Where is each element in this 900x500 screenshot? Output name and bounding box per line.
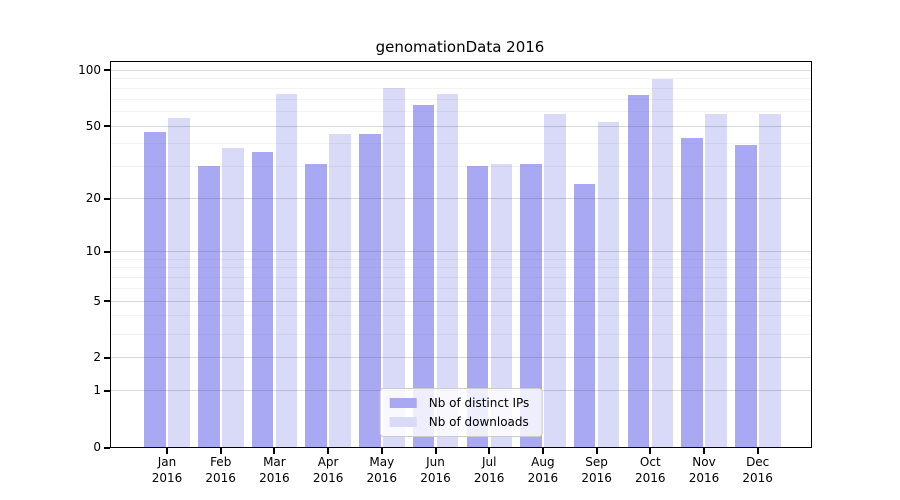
bar-may-downloads (383, 87, 405, 447)
legend-entry-distinct-ips: Nb of distinct IPs (389, 396, 530, 410)
bar-jun-distinct-ips (412, 104, 435, 447)
y-tick-label-0: 0 (93, 440, 101, 454)
plot-area: Nb of distinct IPs Nb of downloads 0 1 2 5 1… (78, 61, 812, 485)
x-tick-mark-sep (595, 448, 598, 454)
x-tick-mark-jun (434, 448, 437, 454)
x-tick-label-may: May 2016 (366, 455, 398, 485)
bar-mar-distinct-ips (251, 151, 274, 447)
x-tick-label-aug: Aug 2016 (527, 455, 559, 485)
bars-layer (111, 62, 811, 447)
x-tick-mark-feb (219, 448, 222, 454)
bar-nov-downloads (705, 113, 727, 447)
legend-swatch-downloads (389, 417, 417, 427)
legend-label-downloads: Nb of downloads (428, 415, 529, 429)
x-tick-label-jul: Jul 2016 (473, 455, 505, 485)
bar-apr-distinct-ips (305, 163, 327, 447)
y-tick-mark-5 (104, 300, 110, 302)
bar-jul-distinct-ips (466, 166, 488, 447)
x-tick-mark-may (380, 448, 383, 454)
bar-jan-downloads (168, 117, 190, 447)
legend-entry-downloads: Nb of downloads (389, 415, 530, 429)
bar-dec-downloads (759, 113, 781, 447)
x-tick-mark-dec (756, 448, 759, 454)
legend-swatch-distinct-ips (389, 398, 417, 408)
x-tick-mark-jan (166, 448, 168, 454)
x-tick-label-sep: Sep 2016 (581, 455, 612, 485)
x-tick-label-dec: Dec 2016 (742, 455, 773, 485)
bar-dec-distinct-ips (735, 145, 757, 447)
bar-jun-downloads (436, 94, 459, 447)
bar-sep-downloads (597, 122, 620, 447)
y-tick-label-5: 5 (93, 293, 101, 308)
x-tick-label-nov: Nov 2016 (688, 455, 720, 485)
y-tick-mark-100 (104, 69, 110, 72)
bar-may-distinct-ips (359, 134, 381, 447)
x-tick-label-mar: Mar 2016 (259, 455, 290, 485)
x-tick-mark-apr (327, 448, 330, 454)
bar-feb-distinct-ips (198, 166, 220, 447)
y-tick-mark-0 (104, 446, 110, 449)
bar-aug-distinct-ips (520, 163, 542, 447)
bar-nov-distinct-ips (681, 137, 703, 447)
bar-jan-distinct-ips (144, 132, 166, 447)
chart-title: genomationData 2016 (375, 38, 545, 56)
x-tick-mark-nov (703, 448, 705, 454)
legend: Nb of distinct IPs Nb of downloads (379, 388, 543, 437)
x-tick-label-apr: Apr 2016 (312, 455, 344, 485)
y-tick-mark-20 (104, 197, 110, 200)
x-tick-label-jan: Jan 2016 (151, 455, 183, 485)
x-tick-label-jun: Jun 2016 (420, 455, 451, 485)
x-tick-label-feb: Feb 2016 (205, 455, 236, 485)
y-tick-label-1: 1 (93, 383, 101, 398)
x-tick-mark-jul (488, 448, 491, 454)
bar-jul-downloads (490, 163, 512, 447)
y-tick-label-50: 50 (85, 118, 101, 133)
bar-mar-downloads (275, 94, 298, 447)
y-tick-label-10: 10 (85, 244, 101, 258)
y-tick-label-20: 20 (85, 191, 101, 206)
bar-aug-downloads (544, 113, 566, 447)
y-tick-label-100: 100 (78, 62, 101, 77)
x-tick-mark-aug (541, 448, 544, 454)
x-tick-mark-oct (649, 448, 652, 454)
y-tick-label-2: 2 (93, 350, 101, 365)
bar-apr-downloads (329, 134, 351, 447)
bar-oct-distinct-ips (627, 95, 649, 447)
y-tick-mark-1 (104, 389, 110, 392)
bar-feb-downloads (222, 147, 244, 447)
bar-oct-downloads (651, 79, 673, 447)
bar-sep-distinct-ips (573, 183, 596, 447)
y-tick-mark-2 (104, 356, 110, 359)
y-tick-mark-50 (104, 125, 110, 128)
y-tick-mark-10 (104, 250, 110, 253)
x-tick-mark-mar (273, 448, 276, 454)
legend-label-distinct-ips: Nb of distinct IPs (428, 396, 530, 410)
x-tick-label-oct: Oct 2016 (635, 455, 666, 485)
